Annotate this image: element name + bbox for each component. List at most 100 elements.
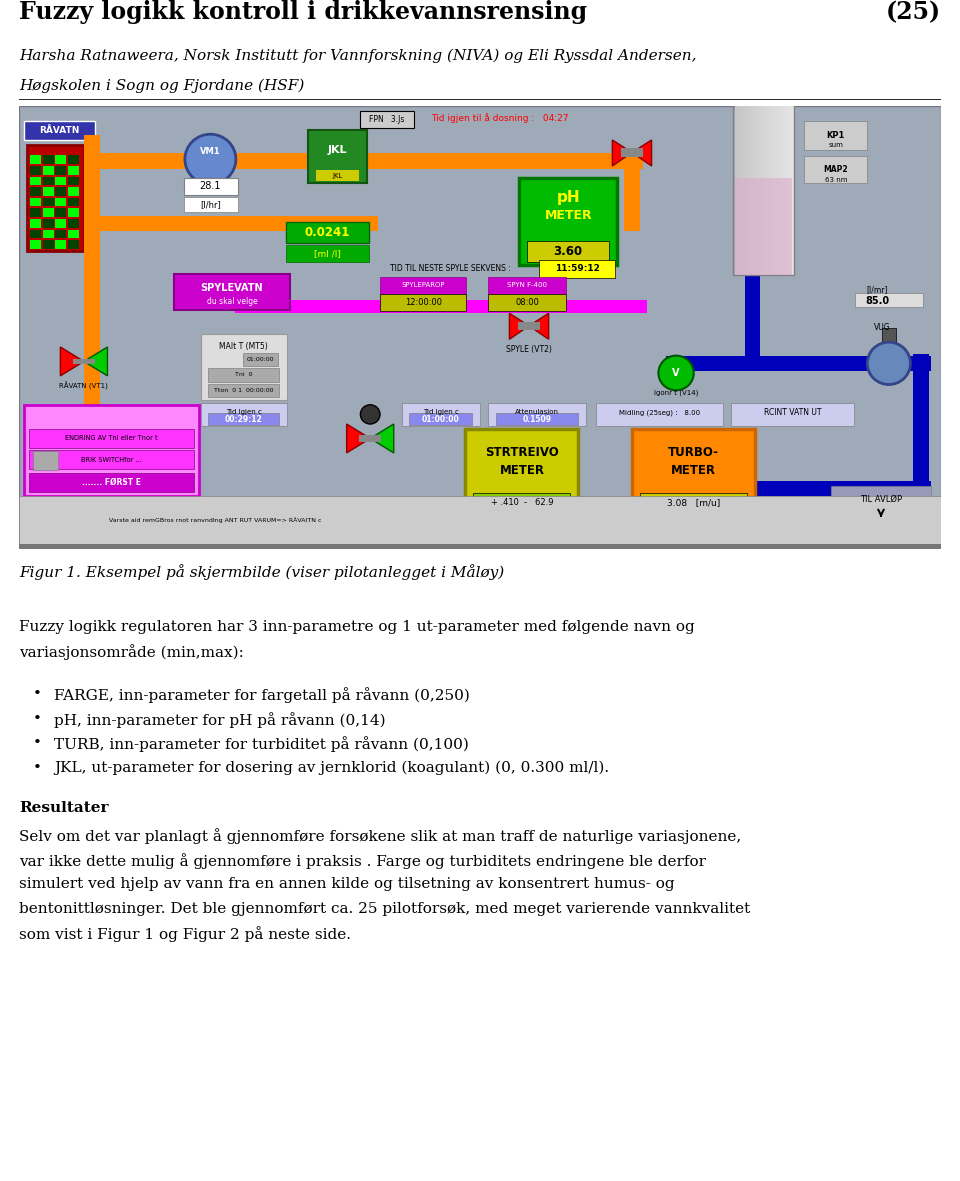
Text: 0.0241: 0.0241 — [304, 226, 349, 239]
Text: pH: pH — [557, 190, 580, 205]
Bar — [208, 368, 279, 381]
Bar — [30, 197, 40, 207]
Polygon shape — [529, 313, 548, 339]
Bar — [776, 97, 780, 275]
Bar — [731, 403, 853, 426]
Bar — [882, 327, 896, 352]
Text: JKL, ut-parameter for dosering av jernklorid (koagulant) (0, 0.300 ml/l).: JKL, ut-parameter for dosering av jernkl… — [54, 761, 610, 775]
Bar — [518, 322, 540, 329]
Bar — [770, 97, 774, 275]
Text: 08:00: 08:00 — [516, 298, 539, 307]
Bar — [243, 353, 278, 366]
Bar — [488, 403, 586, 426]
Bar — [741, 97, 745, 275]
Bar — [84, 154, 643, 169]
Bar — [29, 429, 194, 448]
Bar — [621, 148, 643, 157]
Bar — [68, 156, 79, 164]
Text: TIL AVLØP: TIL AVLØP — [860, 495, 902, 503]
Text: 01:00:00: 01:00:00 — [247, 357, 275, 363]
Text: •: • — [33, 712, 42, 725]
Text: Attenulasjon: Attenulasjon — [515, 410, 559, 416]
Bar — [488, 276, 566, 294]
Text: •: • — [33, 736, 42, 750]
Bar — [308, 130, 368, 183]
Bar — [359, 435, 381, 443]
Bar — [495, 413, 578, 425]
Text: FPN   3.Js: FPN 3.Js — [370, 116, 404, 124]
Text: SPYLEVATN: SPYLEVATN — [201, 283, 263, 293]
Bar — [24, 120, 95, 141]
Bar — [761, 97, 765, 275]
Bar — [30, 229, 40, 239]
Bar — [56, 187, 66, 196]
Bar — [73, 359, 95, 364]
Bar — [30, 208, 40, 217]
Circle shape — [867, 342, 910, 385]
Bar — [201, 334, 287, 400]
Bar — [174, 274, 290, 311]
Bar — [68, 167, 79, 175]
Text: variasjonsområde (min,max):: variasjonsområde (min,max): — [19, 644, 244, 660]
Bar — [380, 294, 467, 312]
Text: 12:00:00: 12:00:00 — [404, 298, 442, 307]
Text: ENDRING AV Tni eller Tnor t: ENDRING AV Tni eller Tnor t — [65, 436, 157, 442]
Text: 28.1: 28.1 — [200, 181, 221, 191]
Text: •: • — [33, 761, 42, 775]
Text: Høgskolen i Sogn og Fjordane (HSF): Høgskolen i Sogn og Fjordane (HSF) — [19, 78, 304, 92]
Text: 3.60: 3.60 — [554, 246, 583, 259]
Bar — [624, 152, 639, 231]
Bar — [235, 300, 647, 313]
Text: METER: METER — [544, 209, 592, 222]
Bar — [735, 178, 792, 275]
Bar — [68, 229, 79, 239]
Bar — [43, 218, 54, 228]
Bar — [735, 97, 739, 275]
Text: du skal velge: du skal velge — [206, 298, 257, 306]
Polygon shape — [347, 424, 371, 452]
Text: Fuzzy logikk regulatoren har 3 inn-parametre og 1 ut-parameter med følgende navn: Fuzzy logikk regulatoren har 3 inn-param… — [19, 620, 695, 633]
Bar — [27, 145, 84, 250]
Bar — [184, 177, 238, 195]
Bar — [779, 97, 783, 275]
Text: Figur 1. Eksempel på skjermbilde (viser pilotanlegget i Måløy): Figur 1. Eksempel på skjermbilde (viser … — [19, 565, 504, 580]
Text: VUG: VUG — [874, 324, 890, 332]
Text: FARGE, inn-parameter for fargetall på råvann (0,250): FARGE, inn-parameter for fargetall på rå… — [54, 687, 470, 703]
Circle shape — [185, 135, 236, 184]
Text: Harsha Ratnaweera, Norsk Institutt for Vannforskning (NIVA) og Eli Ryssdal Ander: Harsha Ratnaweera, Norsk Institutt for V… — [19, 48, 697, 63]
Text: TURBO-: TURBO- — [668, 446, 719, 459]
Bar — [201, 403, 287, 426]
Polygon shape — [632, 141, 652, 167]
Bar — [473, 494, 570, 513]
Text: [l/mr]: [l/mr] — [866, 285, 888, 294]
Bar — [68, 218, 79, 228]
Bar — [56, 197, 66, 207]
Text: 85.0: 85.0 — [865, 295, 889, 306]
Text: 0.1509: 0.1509 — [522, 415, 551, 424]
Bar — [208, 413, 279, 425]
Bar — [913, 354, 929, 496]
Text: var ikke dette mulig å gjennomføre i praksis . Farge og turbiditets endringene b: var ikke dette mulig å gjennomføre i pra… — [19, 853, 707, 869]
Bar — [539, 260, 615, 278]
Text: TURB, inn-parameter for turbiditet på råvann (0,100): TURB, inn-parameter for turbiditet på rå… — [54, 736, 469, 752]
Text: JKL: JKL — [328, 144, 348, 155]
Text: bentonittløsninger. Det ble gjennomført ca. 25 pilotforsøk, med meget varierende: bentonittløsninger. Det ble gjennomført … — [19, 902, 751, 916]
Bar — [316, 170, 359, 182]
Bar — [68, 177, 79, 185]
Bar — [804, 156, 867, 183]
Text: + .410  -   62.9: + .410 - 62.9 — [491, 498, 553, 508]
Text: 11:59:12: 11:59:12 — [555, 265, 599, 274]
Bar — [519, 178, 617, 266]
Text: [ml /l]: [ml /l] — [314, 249, 341, 259]
Bar — [785, 97, 789, 275]
Bar — [286, 244, 370, 262]
Bar — [758, 97, 762, 275]
Text: RÅVATN: RÅVATN — [39, 126, 80, 135]
Text: simulert ved hjelp av vann fra en annen kilde og tilsetning av konsentrert humus: simulert ved hjelp av vann fra en annen … — [19, 877, 675, 892]
Text: SPYLEPAROP: SPYLEPAROP — [401, 282, 444, 288]
Bar — [208, 384, 279, 397]
Text: 3.08   [m/u]: 3.08 [m/u] — [667, 498, 720, 508]
Bar — [639, 494, 747, 513]
Bar — [30, 187, 40, 196]
Text: V: V — [672, 368, 680, 378]
